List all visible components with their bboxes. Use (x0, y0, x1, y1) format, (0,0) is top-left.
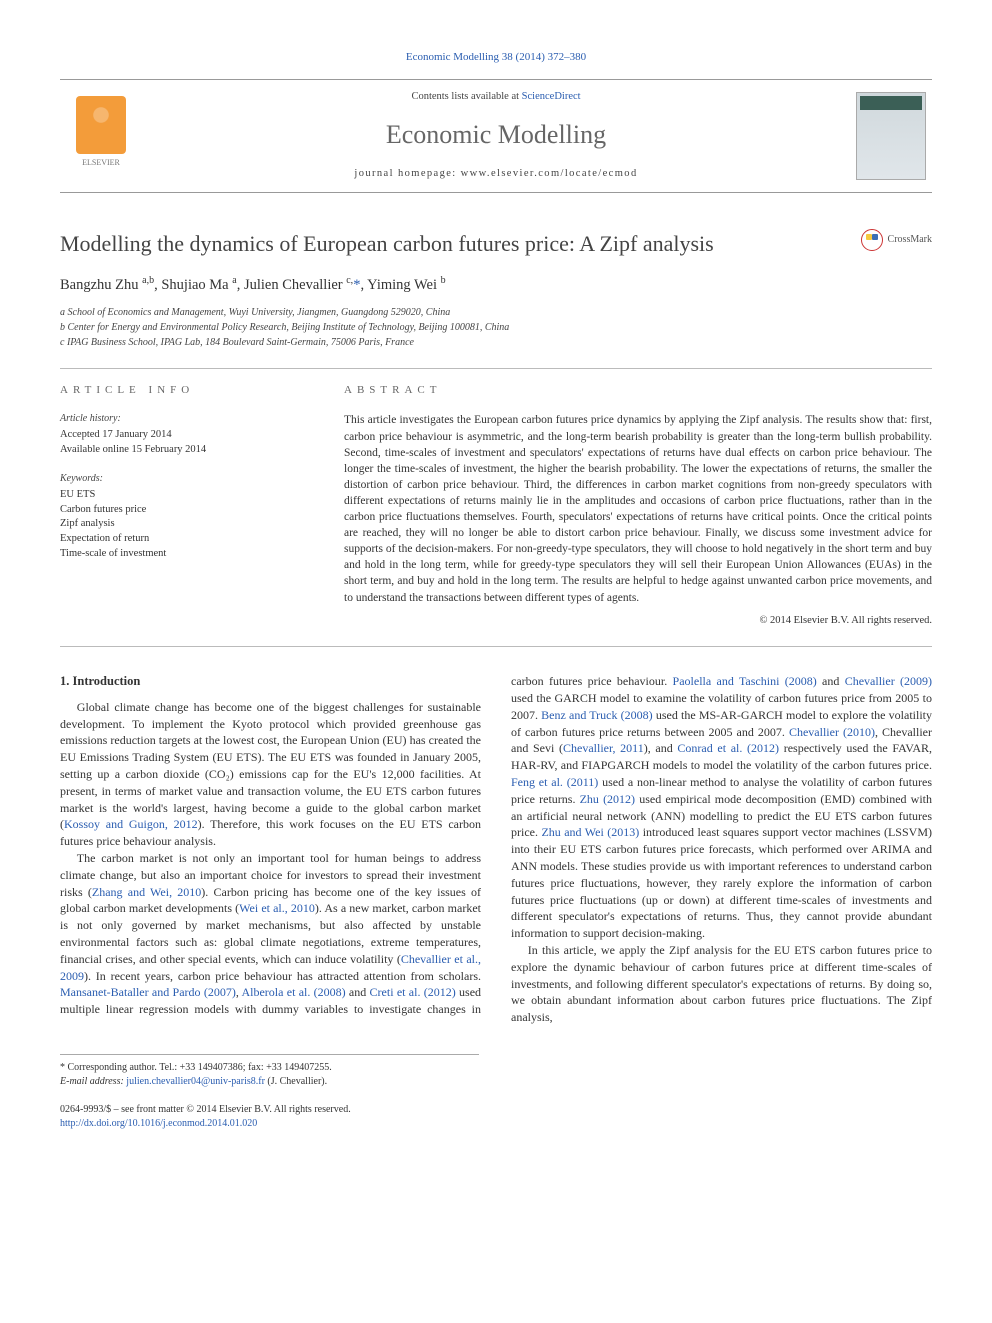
article-title: Modelling the dynamics of European carbo… (60, 229, 861, 260)
abstract-copyright: © 2014 Elsevier B.V. All rights reserved… (344, 614, 932, 629)
article-history: Article history: Accepted 17 January 201… (60, 412, 310, 457)
author-3: , Julien Chevallier (237, 277, 347, 293)
elsevier-label: ELSEVIER (82, 157, 120, 168)
journal-header: ELSEVIER Contents lists available at Sci… (60, 79, 932, 193)
sciencedirect-line: Contents lists available at ScienceDirec… (136, 90, 856, 105)
keyword-0: EU ETS (60, 488, 310, 503)
ref-creti-2012[interactable]: Creti et al. (2012) (370, 985, 456, 999)
crossmark-badge[interactable]: CrossMark (861, 229, 932, 251)
intro-para-1: Global climate change has become one of … (60, 699, 481, 850)
email-label: E-mail address: (60, 1076, 126, 1087)
keyword-1: Carbon futures price (60, 503, 310, 518)
section-1-heading: 1. Introduction (60, 673, 481, 691)
crossmark-label: CrossMark (888, 233, 932, 247)
affiliation-b: b Center for Energy and Environmental Po… (60, 320, 932, 335)
abstract-heading: ABSTRACT (344, 383, 932, 398)
journal-homepage: journal homepage: www.elsevier.com/locat… (136, 167, 856, 182)
ref-kossoy-2012[interactable]: Kossoy and Guigon, 2012 (64, 817, 198, 831)
ref-chevallier-2009b[interactable]: Chevallier (2009) (845, 674, 932, 688)
affiliations: a School of Economics and Management, Wu… (60, 305, 932, 350)
author-2: , Shujiao Ma (154, 277, 232, 293)
keyword-3: Expectation of return (60, 532, 310, 547)
page-footer: 0264-9993/$ – see front matter © 2014 El… (60, 1103, 932, 1131)
elsevier-tree-icon (76, 96, 126, 154)
info-abstract-grid: ARTICLE INFO Article history: Accepted 1… (60, 369, 932, 646)
sd-prefix: Contents lists available at (411, 91, 521, 102)
ref-wei-2010[interactable]: Wei et al., 2010 (239, 901, 315, 915)
abstract-col: ABSTRACT This article investigates the E… (344, 383, 932, 628)
ref-zhang-wei-2010[interactable]: Zhang and Wei, 2010 (92, 885, 201, 899)
crossmark-icon (861, 229, 883, 251)
keyword-4: Time-scale of investment (60, 547, 310, 562)
rule-bottom (60, 646, 932, 647)
article-info-col: ARTICLE INFO Article history: Accepted 1… (60, 383, 310, 628)
ref-zhu-wei-2013[interactable]: Zhu and Wei (2013) (541, 825, 639, 839)
keywords-block: Keywords: EU ETS Carbon futures price Zi… (60, 472, 310, 561)
sciencedirect-link[interactable]: ScienceDirect (522, 91, 581, 102)
author-4: , Yiming Wei (360, 277, 440, 293)
doi-link[interactable]: http://dx.doi.org/10.1016/j.econmod.2014… (60, 1118, 257, 1129)
intro-para-3: In this article, we apply the Zipf analy… (511, 942, 932, 1026)
journal-ref-link[interactable]: Economic Modelling 38 (2014) 372–380 (406, 51, 586, 63)
author-1: Bangzhu Zhu (60, 277, 142, 293)
ref-chevallier-2011[interactable]: Chevallier, 2011 (563, 741, 644, 755)
affiliation-c: c IPAG Business School, IPAG Lab, 184 Bo… (60, 335, 932, 350)
history-label: Article history: (60, 412, 310, 426)
ref-paolella-2008[interactable]: Paolella and Taschini (2008) (673, 674, 817, 688)
corresponding-author-block: * Corresponding author. Tel.: +33 149407… (60, 1054, 479, 1089)
corresponding-email-line: E-mail address: julien.chevallier04@univ… (60, 1075, 479, 1089)
footer-left: 0264-9993/$ – see front matter © 2014 El… (60, 1103, 351, 1131)
ref-zhu-2012[interactable]: Zhu (2012) (580, 792, 635, 806)
keywords-label: Keywords: (60, 472, 310, 486)
abstract-body: This article investigates the European c… (344, 412, 932, 605)
header-center: Contents lists available at ScienceDirec… (136, 90, 856, 182)
front-matter-line: 0264-9993/$ – see front matter © 2014 El… (60, 1103, 351, 1117)
affiliation-a: a School of Economics and Management, Wu… (60, 305, 932, 320)
corresponding-email-link[interactable]: julien.chevallier04@univ-paris8.fr (126, 1076, 265, 1087)
accepted-date: Accepted 17 January 2014 (60, 428, 310, 443)
ref-benz-2008[interactable]: Benz and Truck (2008) (541, 708, 653, 722)
ref-alberola-2008[interactable]: Alberola et al. (2008) (241, 985, 345, 999)
ref-conrad-2012[interactable]: Conrad et al. (2012) (677, 741, 779, 755)
ref-mansanet-2007[interactable]: (2007) (204, 985, 236, 999)
elsevier-logo: ELSEVIER (66, 96, 136, 176)
author-list: Bangzhu Zhu a,b, Shujiao Ma a, Julien Ch… (60, 274, 932, 295)
ref-chevallier-2010[interactable]: Chevallier (2010) (789, 725, 875, 739)
ref-feng-2011[interactable]: Feng et al. (2011) (511, 775, 598, 789)
page-root: Economic Modelling 38 (2014) 372–380 ELS… (0, 0, 992, 1171)
keyword-2: Zipf analysis (60, 517, 310, 532)
body-columns: 1. Introduction Global climate change ha… (60, 673, 932, 1026)
cover-thumbnail (856, 92, 926, 180)
online-date: Available online 15 February 2014 (60, 443, 310, 458)
article-info-heading: ARTICLE INFO (60, 383, 310, 398)
journal-name: Economic Modelling (136, 117, 856, 153)
ref-mansanet[interactable]: Mansanet-Bataller and Pardo (60, 985, 201, 999)
journal-reference: Economic Modelling 38 (2014) 372–380 (60, 50, 932, 65)
author-1-affil: a,b (142, 275, 154, 286)
corresponding-line: * Corresponding author. Tel.: +33 149407… (60, 1061, 479, 1075)
author-4-affil: b (441, 275, 446, 286)
